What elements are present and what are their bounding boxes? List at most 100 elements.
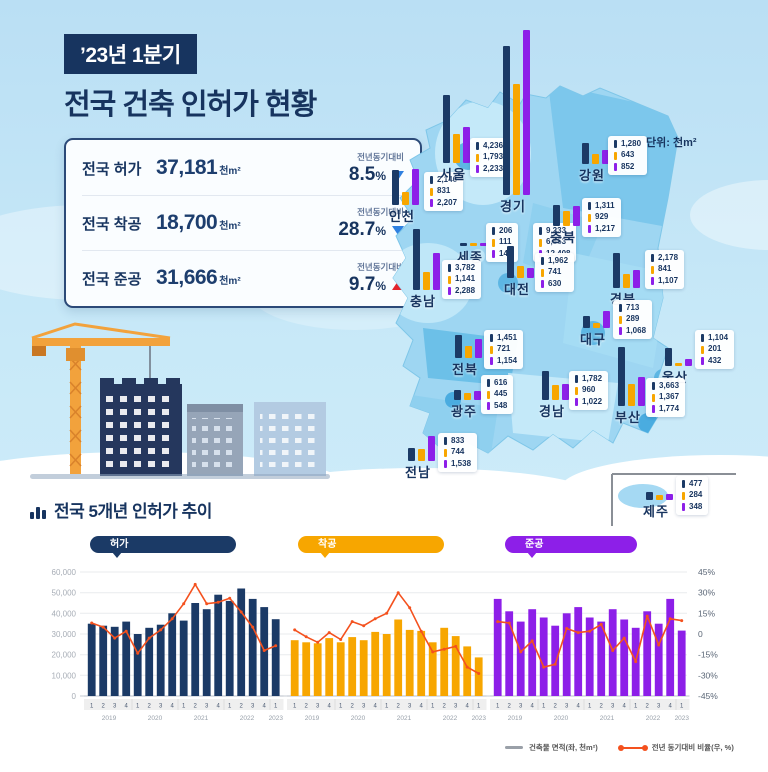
region-value-row: 2,233 <box>476 164 503 174</box>
region-value-row: 4,236 <box>476 141 503 151</box>
region-value-row: 143 <box>492 249 512 259</box>
region-bar <box>412 169 419 205</box>
region-value-row: 6,853 <box>539 237 570 247</box>
svg-text:4: 4 <box>263 704 267 710</box>
region-value-row: 841 <box>651 264 678 274</box>
region-value-row: 721 <box>490 344 517 354</box>
tower-crane-icon <box>31 322 171 474</box>
percent-unit: % <box>375 223 386 238</box>
svg-text:45%: 45% <box>698 567 715 577</box>
region-value-row: 929 <box>588 212 615 222</box>
region-name-전북: 전북 <box>452 362 478 377</box>
region-bar <box>656 495 663 500</box>
region-value-row: 9,233 <box>539 226 570 236</box>
svg-text:3: 3 <box>205 704 209 710</box>
region-value-row: 1,782 <box>575 374 602 384</box>
region-bar <box>507 246 514 278</box>
svg-text:10,000: 10,000 <box>52 671 77 680</box>
percent-value: 28.7 <box>338 218 376 240</box>
region-value-row: 348 <box>682 502 702 512</box>
region-value-row: 1,311 <box>588 201 615 211</box>
svg-text:3: 3 <box>565 704 569 710</box>
compare-label: 전년동기대비 <box>357 261 404 272</box>
region-bar <box>675 363 682 366</box>
svg-text:2019: 2019 <box>102 715 117 722</box>
trend-section-title: 전국 5개년 인허가 추이 <box>30 497 212 522</box>
region-bars-전남 <box>408 436 435 461</box>
region-value-row: 744 <box>444 447 471 457</box>
region-value-row: 1,793 <box>476 152 503 162</box>
trend-section-title-text: 전국 5개년 인허가 추이 <box>54 502 212 521</box>
region-value-row: 1,217 <box>588 224 615 234</box>
svg-text:3: 3 <box>159 704 163 710</box>
chart-legend: 건축물 면적(좌, 천m²) 전년 동기대비 비율(우, %) <box>505 742 734 753</box>
svg-text:2023: 2023 <box>269 715 284 722</box>
svg-text:1: 1 <box>136 704 140 710</box>
region-value-row: 1,107 <box>651 276 678 286</box>
region-bar <box>592 154 599 164</box>
region-bar <box>443 95 450 163</box>
region-values-대구: 713 289 1,068 <box>613 300 653 340</box>
region-bars-경기 <box>503 30 530 195</box>
region-name-대구: 대구 <box>580 332 606 347</box>
region-bars-부산 <box>618 347 645 406</box>
svg-text:1: 1 <box>588 704 592 710</box>
region-bar <box>638 377 645 406</box>
svg-text:2: 2 <box>646 704 650 710</box>
svg-text:2: 2 <box>148 704 152 710</box>
region-values-충남: 3,782 1,141 2,288 <box>442 260 482 300</box>
region-bars-경남 <box>542 371 569 400</box>
svg-text:2: 2 <box>305 704 309 710</box>
region-bar <box>523 30 530 195</box>
region-value-row: 111 <box>492 237 512 247</box>
region-name-전남: 전남 <box>405 465 431 480</box>
svg-text:4: 4 <box>217 704 221 710</box>
svg-text:15%: 15% <box>698 608 715 618</box>
svg-text:2: 2 <box>443 704 447 710</box>
jeju-inset-frame <box>611 473 736 526</box>
region-value-row: 643 <box>614 150 641 160</box>
svg-text:50,000: 50,000 <box>52 589 77 598</box>
region-value-row: 201 <box>701 344 728 354</box>
region-value-row: 2,288 <box>448 286 475 296</box>
trend-chart: 60,000 50,000 40,000 30,000 20,000 10,000 0 45%… <box>24 560 764 737</box>
svg-text:3: 3 <box>408 704 412 710</box>
svg-text:60,000: 60,000 <box>52 568 77 577</box>
svg-text:0: 0 <box>698 629 703 639</box>
pill-complete-label: 준공 <box>525 539 544 550</box>
svg-text:1: 1 <box>293 704 297 710</box>
region-bar <box>454 390 461 400</box>
region-value-row: 477 <box>682 479 702 489</box>
compare-label: 전년동기대비 <box>357 206 404 217</box>
svg-text:2: 2 <box>194 704 198 710</box>
svg-text:2: 2 <box>554 704 558 710</box>
compare-label: 전년동기대비 <box>357 151 404 162</box>
svg-text:3: 3 <box>316 704 320 710</box>
region-bar <box>563 211 570 226</box>
region-values-경남: 1,782 960 1,022 <box>569 371 609 411</box>
region-bars-서울 <box>443 95 470 163</box>
pill-permit: 허가 <box>90 536 236 558</box>
svg-text:4: 4 <box>328 704 332 710</box>
svg-text:1: 1 <box>634 704 638 710</box>
region-bar <box>666 494 673 500</box>
region-bar <box>562 384 569 400</box>
svg-text:2020: 2020 <box>148 715 163 722</box>
region-name-충북: 충북 <box>550 230 576 245</box>
region-bar <box>423 272 430 290</box>
svg-text:1: 1 <box>90 704 94 710</box>
region-bar <box>503 46 510 195</box>
svg-text:30%: 30% <box>698 588 715 598</box>
region-value-row: 831 <box>430 186 457 196</box>
region-value-row: 445 <box>487 389 507 399</box>
trend-chart-svg: 60,000 50,000 40,000 30,000 20,000 10,000 0 45%… <box>52 567 719 722</box>
region-value-row: 960 <box>575 385 602 395</box>
svg-text:2019: 2019 <box>305 715 320 722</box>
region-bars-제주 <box>646 492 673 500</box>
region-value-row: 284 <box>682 490 702 500</box>
svg-text:2022: 2022 <box>646 715 661 722</box>
pill-start-label: 착공 <box>318 539 337 550</box>
region-name-부산: 부산 <box>615 410 641 425</box>
svg-text:4: 4 <box>125 704 129 710</box>
